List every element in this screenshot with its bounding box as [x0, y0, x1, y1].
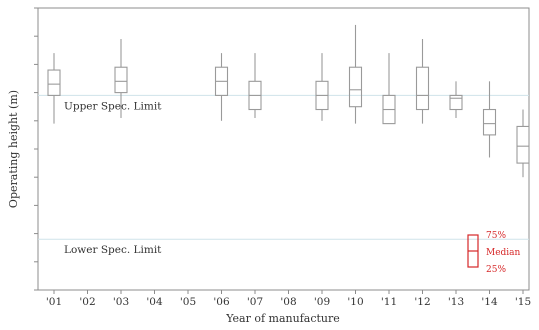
box-06: [214, 53, 229, 121]
x-tick-label: '09: [314, 296, 330, 308]
box-11: [382, 53, 396, 125]
x-tick-label: '01: [46, 296, 62, 308]
x-tick-label: '15: [515, 296, 531, 308]
box-body: [47, 69, 61, 96]
x-tick-label: '02: [79, 296, 95, 308]
box-10: [348, 24, 363, 124]
box-13: [449, 81, 463, 118]
legend-q1-label: 25%: [486, 265, 506, 275]
reference-lines: Upper Spec. Limit Lower Spec. Limit: [38, 94, 529, 256]
x-tick-label: '07: [247, 296, 263, 308]
x-axis-label: Year of manufacture: [225, 312, 340, 325]
box-09: [315, 53, 329, 121]
x-tick-label: '03: [113, 296, 129, 308]
legend-q3-label: 75%: [486, 231, 506, 241]
legend-median-label: Median: [486, 248, 521, 258]
x-tick-label: '04: [146, 296, 163, 308]
box-14: [482, 81, 497, 158]
x-tick-label: '13: [448, 296, 464, 308]
box-body: [415, 66, 430, 111]
x-tick-label: '08: [280, 296, 296, 308]
x-tick-label: '10: [347, 296, 363, 308]
box-series: [47, 24, 530, 178]
box-07: [248, 53, 262, 118]
x-tick-label: '12: [414, 296, 430, 308]
box-03: [114, 39, 128, 118]
box-body: [449, 94, 463, 111]
box-body: [348, 66, 363, 108]
x-tick-label: '05: [180, 296, 196, 308]
legend: 75% Median 25%: [467, 231, 521, 275]
spec-limit-label: Lower Spec. Limit: [64, 244, 162, 256]
spec-limit-label: Upper Spec. Limit: [64, 100, 162, 112]
box-body: [114, 66, 128, 94]
box-01: [47, 53, 61, 124]
y-axis-ticks: [34, 7, 38, 291]
box-15: [516, 109, 530, 178]
x-tick-label: '11: [381, 296, 397, 308]
box-body: [482, 108, 497, 136]
x-tick-label: '14: [481, 296, 498, 308]
box-12: [415, 39, 430, 124]
x-axis-tick-labels: '01 '02 '03 '04 '05 '06 '07 '08 '09 '10 '11 '12 '13 '…: [46, 290, 531, 308]
y-axis-label: Operating height (m): [7, 90, 20, 208]
x-tick-label: '06: [213, 296, 230, 308]
box-body: [516, 125, 530, 164]
